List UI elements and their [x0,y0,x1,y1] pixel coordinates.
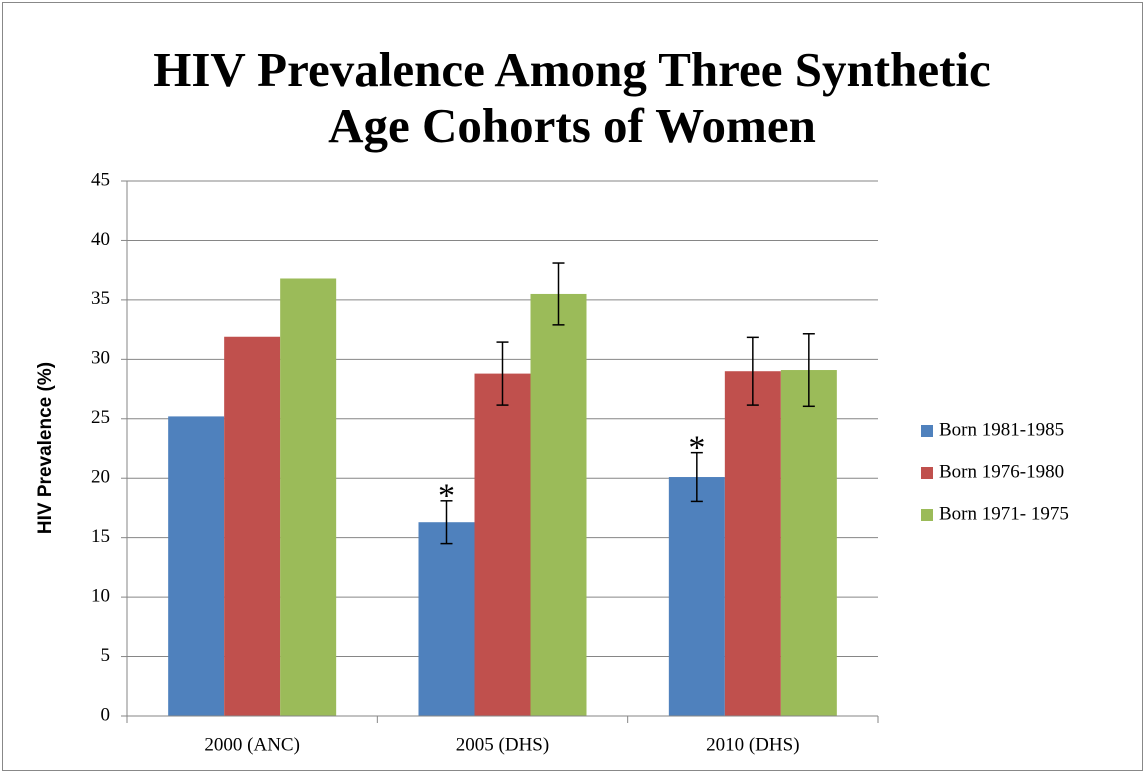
legend-label: Born 1976-1980 [939,461,1064,482]
y-tick-label: 40 [91,229,110,250]
bar [224,336,281,716]
y-tick-label: 0 [101,704,111,725]
legend-label: Born 1981-1985 [939,419,1064,440]
bar [724,371,781,716]
x-tick-label: 2000 (ANC) [204,734,300,755]
y-tick-label: 35 [91,288,110,309]
bar [280,278,337,716]
y-tick-label: 45 [91,169,110,190]
x-tick-label: 2010 (DHS) [706,734,799,755]
y-axis-label: HIV Prevalence (%) [35,362,56,534]
bar [168,416,225,716]
bar [530,293,587,716]
x-tick-label: 2005 (DHS) [456,734,549,755]
legend-swatch [921,509,933,521]
legend-swatch [921,467,933,479]
legend-swatch [921,425,933,437]
y-tick-label: 25 [91,407,110,428]
chart-title: HIV Prevalence Among Three Synthetic Age… [153,42,991,153]
y-tick-label: 20 [91,467,110,488]
significance-marker: * [438,478,455,515]
y-tick-label: 5 [101,645,111,666]
significance-marker: * [688,429,705,466]
bar [780,370,837,716]
legend-label: Born 1971- 1975 [939,503,1069,524]
bar [474,373,531,716]
bar [668,477,725,716]
y-tick-label: 30 [91,348,110,369]
y-tick-label: 10 [91,585,110,606]
bar [418,522,475,716]
y-tick-label: 15 [91,526,110,547]
